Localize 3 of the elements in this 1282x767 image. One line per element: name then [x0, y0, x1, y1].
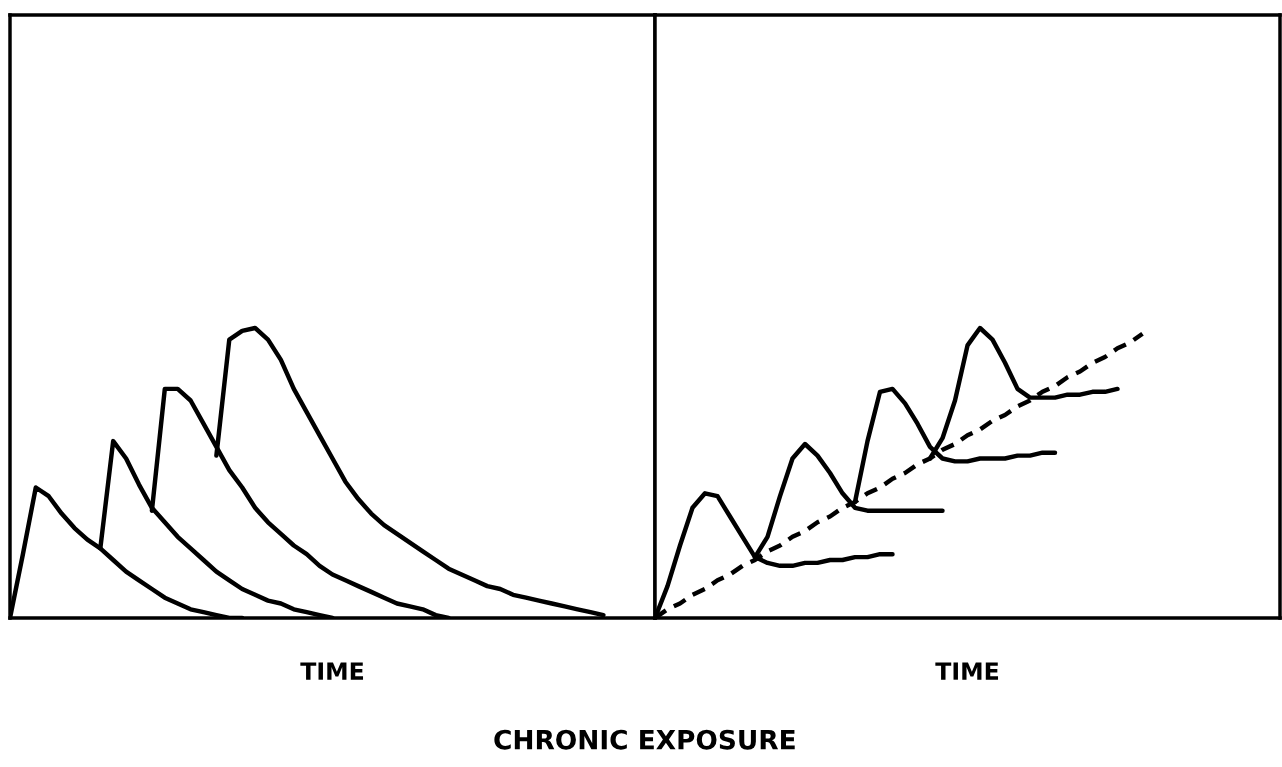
x-axis-title: TIME: [935, 662, 999, 680]
text: CHRONIC EXPOSURE: [494, 729, 795, 750]
x-axis-title: TIME: [300, 662, 364, 680]
